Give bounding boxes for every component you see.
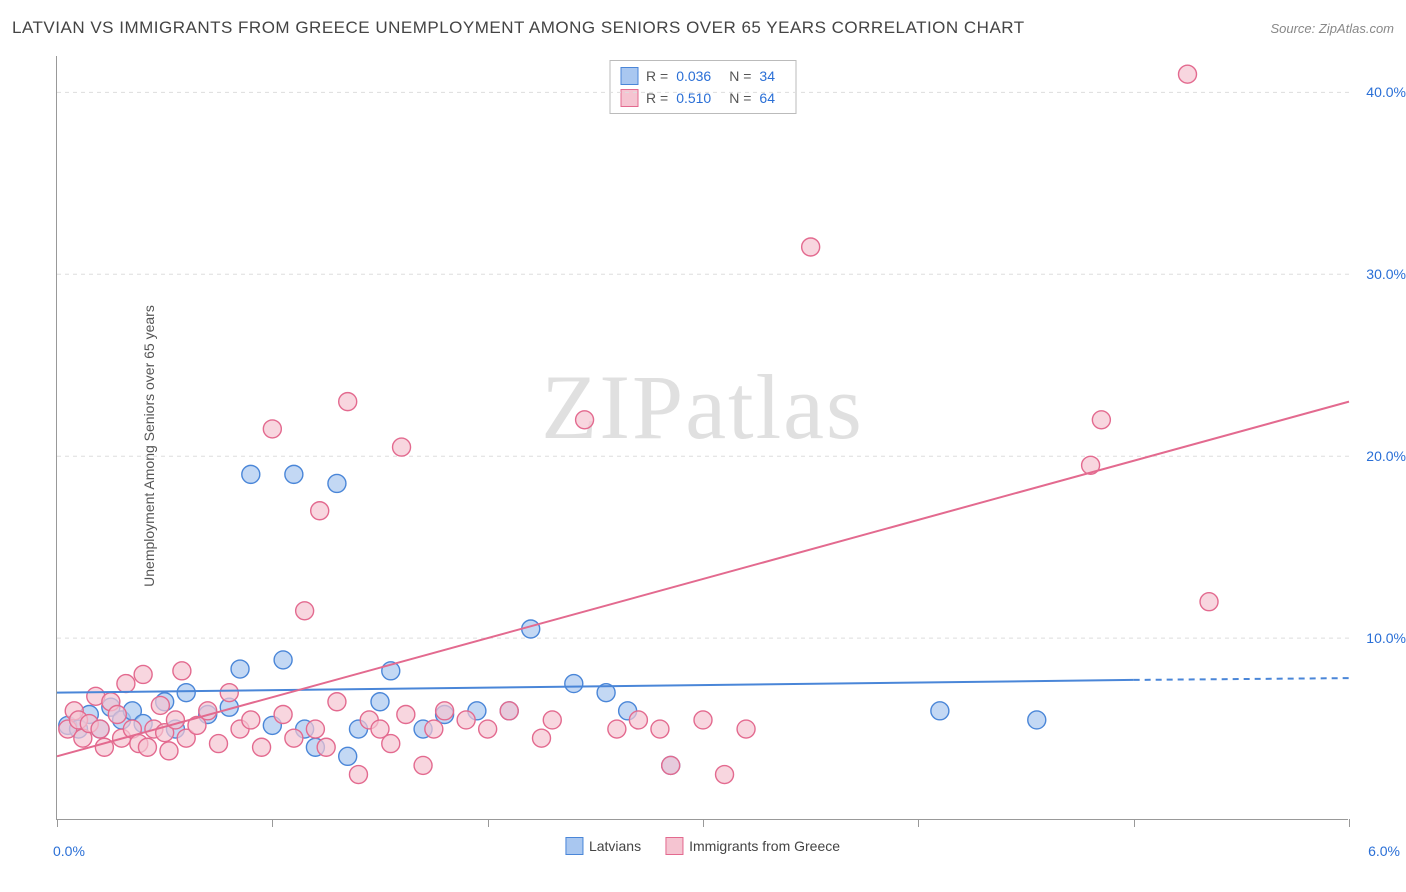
data-point-latvians [285, 465, 303, 483]
data-point-latvians [328, 474, 346, 492]
data-point-greece [802, 238, 820, 256]
data-point-greece [285, 729, 303, 747]
data-point-greece [382, 735, 400, 753]
x-tick [272, 819, 273, 827]
data-point-greece [608, 720, 626, 738]
data-point-greece [134, 665, 152, 683]
scatter-plot: ZIPatlas R = 0.036 N = 34 R = 0.510 N = … [56, 56, 1348, 820]
data-point-greece [479, 720, 497, 738]
data-point-greece [306, 720, 324, 738]
legend-item: Latvians [565, 837, 641, 855]
data-point-greece [397, 705, 415, 723]
data-point-greece [173, 662, 191, 680]
data-point-greece [533, 729, 551, 747]
data-point-greece [1179, 65, 1197, 83]
chart-title: LATVIAN VS IMMIGRANTS FROM GREECE UNEMPL… [12, 18, 1025, 38]
data-point-greece [543, 711, 561, 729]
x-tick [57, 819, 58, 827]
data-point-greece [138, 738, 156, 756]
data-point-greece [263, 420, 281, 438]
data-point-greece [349, 766, 367, 784]
x-tick [918, 819, 919, 827]
data-point-latvians [371, 693, 389, 711]
data-point-greece [274, 705, 292, 723]
data-point-greece [242, 711, 260, 729]
x-min-label: 0.0% [53, 843, 85, 859]
x-tick [1349, 819, 1350, 827]
x-tick [1134, 819, 1135, 827]
data-point-greece [414, 756, 432, 774]
data-point-greece [1092, 411, 1110, 429]
data-point-greece [210, 735, 228, 753]
data-point-greece [576, 411, 594, 429]
data-point-greece [317, 738, 335, 756]
legend-item-label: Immigrants from Greece [689, 838, 840, 854]
x-tick [703, 819, 704, 827]
data-point-greece [160, 742, 178, 760]
regression-line-latvians-dashed [1134, 678, 1349, 680]
data-point-latvians [339, 747, 357, 765]
regression-line-greece [57, 402, 1349, 757]
data-point-greece [328, 693, 346, 711]
series-legend: Latvians Immigrants from Greece [565, 837, 840, 855]
data-point-greece [339, 393, 357, 411]
data-point-greece [253, 738, 271, 756]
data-point-greece [716, 766, 734, 784]
data-point-latvians [931, 702, 949, 720]
legend-swatch-latvians [565, 837, 583, 855]
data-point-latvians [231, 660, 249, 678]
data-point-latvians [1028, 711, 1046, 729]
data-point-greece [1200, 593, 1218, 611]
y-tick-label: 20.0% [1366, 448, 1406, 464]
data-point-greece [296, 602, 314, 620]
data-point-greece [311, 502, 329, 520]
data-point-latvians [177, 684, 195, 702]
data-point-greece [457, 711, 475, 729]
x-tick [488, 819, 489, 827]
legend-item-label: Latvians [589, 838, 641, 854]
legend-swatch-greece [665, 837, 683, 855]
data-point-greece [436, 702, 454, 720]
x-max-label: 6.0% [1368, 843, 1400, 859]
y-tick-label: 40.0% [1366, 84, 1406, 100]
data-point-greece [108, 705, 126, 723]
data-point-greece [694, 711, 712, 729]
y-tick-label: 30.0% [1366, 266, 1406, 282]
data-point-greece [91, 720, 109, 738]
data-point-greece [151, 696, 169, 714]
data-point-greece [425, 720, 443, 738]
data-point-greece [737, 720, 755, 738]
data-point-greece [629, 711, 647, 729]
data-point-greece [220, 684, 238, 702]
data-point-greece [117, 675, 135, 693]
data-point-latvians [565, 675, 583, 693]
regression-line-latvians [57, 680, 1134, 693]
legend-item: Immigrants from Greece [665, 837, 840, 855]
data-point-greece [651, 720, 669, 738]
data-point-latvians [242, 465, 260, 483]
plot-canvas [57, 56, 1349, 820]
source-label: Source: ZipAtlas.com [1270, 21, 1394, 36]
y-tick-label: 10.0% [1366, 630, 1406, 646]
data-point-greece [500, 702, 518, 720]
data-point-latvians [274, 651, 292, 669]
data-point-greece [393, 438, 411, 456]
data-point-greece [662, 756, 680, 774]
